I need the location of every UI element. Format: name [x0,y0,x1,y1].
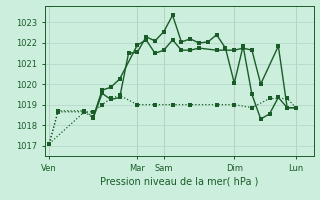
X-axis label: Pression niveau de la mer( hPa ): Pression niveau de la mer( hPa ) [100,176,258,186]
